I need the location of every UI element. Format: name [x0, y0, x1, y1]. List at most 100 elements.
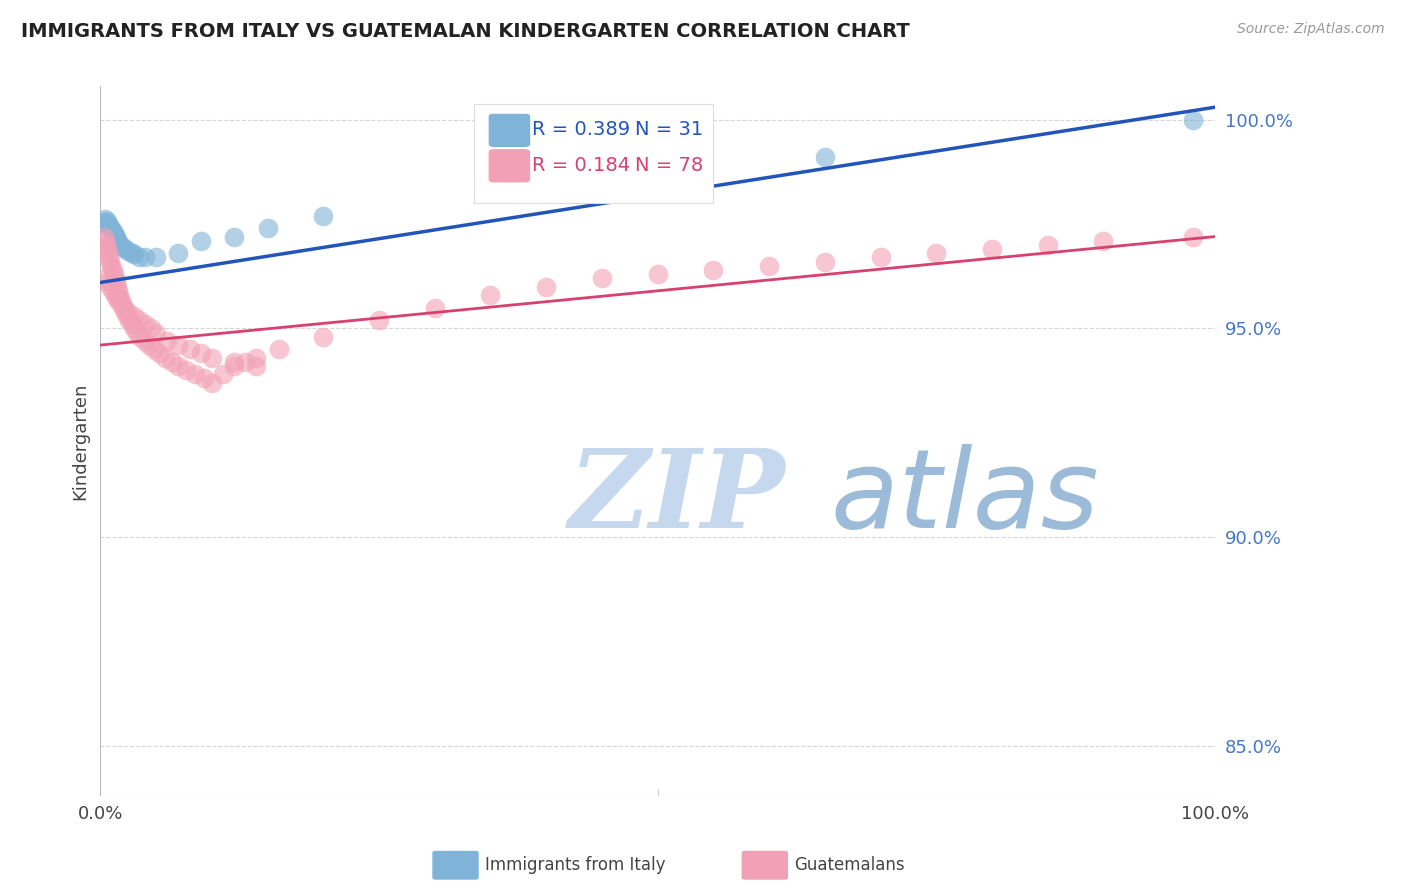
Point — [142, 343, 165, 357]
Point — [167, 246, 190, 260]
Point — [114, 242, 136, 256]
Point — [121, 246, 143, 260]
Point — [1181, 229, 1204, 244]
Point — [368, 313, 391, 327]
Point — [479, 288, 502, 302]
Point — [201, 376, 224, 390]
Point — [201, 351, 224, 365]
Point — [758, 259, 780, 273]
Point — [134, 251, 156, 265]
Point — [97, 276, 120, 290]
Y-axis label: Kindergarten: Kindergarten — [72, 383, 89, 500]
Point — [233, 355, 256, 369]
Point — [122, 321, 145, 335]
Point — [134, 317, 156, 331]
Text: IMMIGRANTS FROM ITALY VS GUATEMALAN KINDERGARTEN CORRELATION CHART: IMMIGRANTS FROM ITALY VS GUATEMALAN KIND… — [21, 22, 910, 41]
Point — [94, 238, 117, 252]
Point — [167, 359, 190, 373]
Point — [107, 284, 129, 298]
Point — [925, 246, 948, 260]
Point — [110, 296, 132, 310]
Point — [312, 209, 335, 223]
Point — [94, 218, 117, 232]
Point — [128, 313, 150, 327]
Point — [104, 230, 127, 244]
Point — [96, 213, 118, 227]
Text: Source: ZipAtlas.com: Source: ZipAtlas.com — [1237, 22, 1385, 37]
Point — [256, 221, 278, 235]
FancyBboxPatch shape — [474, 104, 713, 203]
Point — [108, 288, 131, 302]
Point — [94, 212, 117, 227]
Text: Guatemalans: Guatemalans — [794, 856, 905, 874]
Point — [104, 288, 127, 302]
Point — [869, 251, 891, 265]
Point — [981, 242, 1004, 256]
Point — [1092, 234, 1115, 248]
Point — [174, 363, 197, 377]
Point — [107, 235, 129, 249]
Point — [103, 267, 125, 281]
Point — [97, 246, 120, 260]
Point — [160, 355, 183, 369]
Point — [139, 321, 162, 335]
Point — [145, 326, 167, 340]
Point — [96, 242, 118, 256]
Text: atlas: atlas — [831, 444, 1099, 551]
Point — [814, 254, 837, 268]
Point — [93, 215, 115, 229]
Point — [117, 244, 139, 259]
Point — [94, 271, 117, 285]
Point — [1181, 112, 1204, 127]
Point — [145, 251, 167, 265]
Text: Immigrants from Italy: Immigrants from Italy — [485, 856, 665, 874]
Text: N = 78: N = 78 — [636, 155, 703, 175]
Point — [1036, 238, 1059, 252]
Point — [94, 234, 117, 248]
Point — [101, 284, 124, 298]
Point — [222, 355, 245, 369]
Point — [193, 371, 215, 385]
Point — [114, 304, 136, 318]
Point — [104, 271, 127, 285]
Point — [110, 296, 132, 310]
Point — [101, 263, 124, 277]
Point — [267, 343, 290, 357]
Point — [98, 219, 121, 234]
Text: N = 31: N = 31 — [636, 120, 703, 139]
Text: R = 0.184: R = 0.184 — [531, 155, 630, 175]
Point — [122, 247, 145, 261]
Point — [423, 301, 446, 315]
Point — [148, 346, 170, 360]
Point — [105, 279, 128, 293]
Point — [98, 251, 121, 265]
Point — [121, 317, 143, 331]
Point — [111, 301, 134, 315]
Point — [190, 234, 212, 248]
Point — [647, 267, 669, 281]
Point — [156, 334, 179, 348]
Point — [312, 330, 335, 344]
Point — [118, 313, 141, 327]
Point — [138, 338, 160, 352]
Point — [122, 309, 145, 323]
Point — [134, 334, 156, 348]
FancyBboxPatch shape — [488, 113, 530, 147]
Point — [110, 237, 132, 252]
Point — [814, 150, 837, 164]
Point — [245, 359, 267, 373]
Point — [97, 217, 120, 231]
Point — [184, 368, 207, 382]
FancyBboxPatch shape — [488, 149, 530, 183]
Point — [101, 224, 124, 238]
Point — [129, 330, 152, 344]
Point — [212, 368, 235, 382]
Point — [179, 343, 201, 357]
Point — [104, 228, 127, 243]
Point — [128, 250, 150, 264]
Point — [245, 351, 267, 365]
Point — [104, 276, 127, 290]
Point — [222, 359, 245, 373]
Point — [100, 259, 122, 273]
Point — [105, 233, 128, 247]
